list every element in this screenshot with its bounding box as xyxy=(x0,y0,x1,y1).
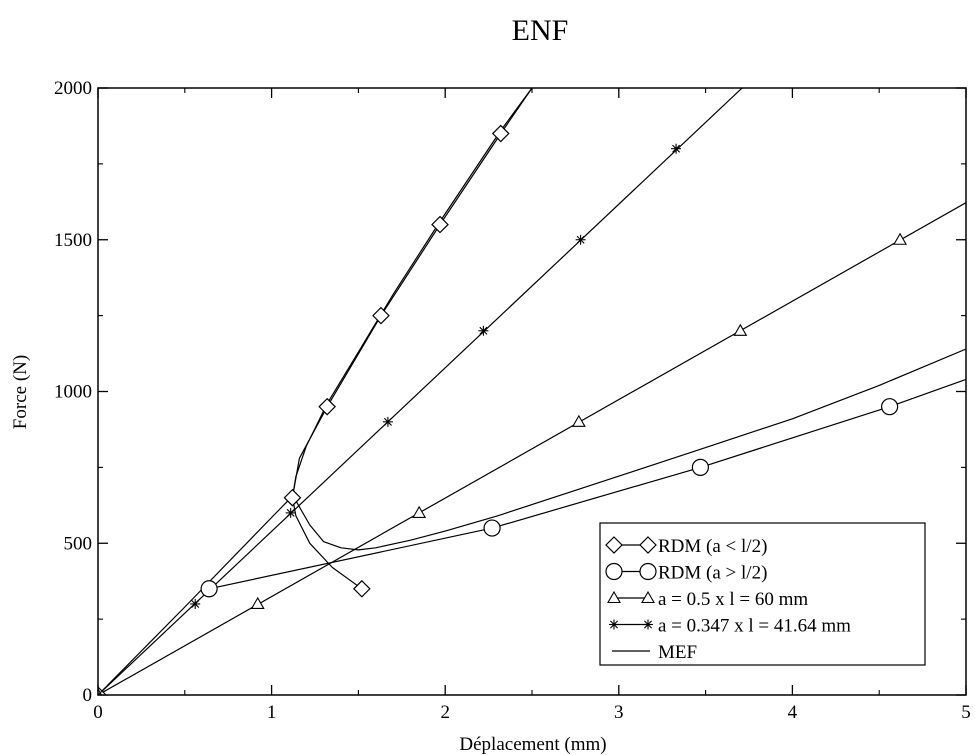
series-4-point xyxy=(671,143,682,154)
legend-marker-start xyxy=(607,590,621,604)
series-1-line xyxy=(291,88,533,590)
series-3-point xyxy=(412,505,427,518)
series-1-point xyxy=(372,306,390,325)
series-4-point xyxy=(285,507,296,518)
legend-marker-start xyxy=(605,536,623,554)
series-1-point xyxy=(431,215,449,234)
series-5-line-branch xyxy=(291,88,533,498)
series-3-point xyxy=(893,232,907,245)
x-tick-label: 5 xyxy=(961,702,971,723)
y-tick-label: 0 xyxy=(83,685,93,706)
series-1-point xyxy=(491,124,510,143)
series-4-point xyxy=(98,690,103,695)
x-tick-label: 3 xyxy=(614,702,624,723)
legend-marker-end xyxy=(643,619,653,630)
y-tick-label: 2000 xyxy=(54,78,92,99)
series-1-point xyxy=(283,488,302,507)
series-3-point xyxy=(571,414,586,427)
legend-marker-start xyxy=(609,619,619,630)
series-2-point xyxy=(691,458,709,476)
legend-marker-end xyxy=(639,536,657,554)
legend-label: RDM (a > l/2) xyxy=(658,563,767,584)
series-3-point xyxy=(733,323,748,336)
series-2-point xyxy=(483,519,501,537)
series-4-point xyxy=(575,234,586,245)
series-2-point xyxy=(881,398,899,416)
series-1-point xyxy=(318,397,337,416)
y-axis-label: Force (N) xyxy=(10,355,31,429)
legend: RDM (a < l/2) RDM (a > l/2) a = 0.5 x l = … xyxy=(599,522,926,666)
legend-label: RDM (a < l/2) xyxy=(658,536,767,557)
plot-frame xyxy=(97,87,967,696)
x-tick-label: 4 xyxy=(788,702,798,723)
legend-label: MEF xyxy=(658,642,697,663)
legend-label: a = 0.347 x l = 41.64 mm xyxy=(658,616,851,637)
series-4-point xyxy=(478,325,489,336)
legend-marker-end xyxy=(639,562,657,581)
series-2-point xyxy=(200,580,218,598)
x-tick-label: 1 xyxy=(267,702,277,723)
x-tick-label: 2 xyxy=(440,702,450,723)
x-tick-label: 0 xyxy=(93,702,103,723)
series-group xyxy=(98,88,966,695)
plot-area: 0 1 2 3 4 5 0 500 1000 1500 2000 xyxy=(54,78,971,723)
series-4-point xyxy=(190,598,201,609)
legend-label: a = 0.5 x l = 60 mm xyxy=(658,589,808,610)
series-3-line xyxy=(98,202,966,695)
series-4-point xyxy=(382,416,393,427)
y-tick-label: 1000 xyxy=(54,382,92,403)
y-tick-label: 1500 xyxy=(54,230,92,251)
series-1-point xyxy=(353,579,371,598)
y-tick-label: 500 xyxy=(64,533,93,554)
x-axis-label: Déplacement (mm) xyxy=(459,734,606,755)
series-3-point xyxy=(250,596,265,610)
chart-title: ENF xyxy=(512,14,569,47)
legend-marker-start xyxy=(605,562,623,581)
legend-marker-end xyxy=(641,590,655,604)
